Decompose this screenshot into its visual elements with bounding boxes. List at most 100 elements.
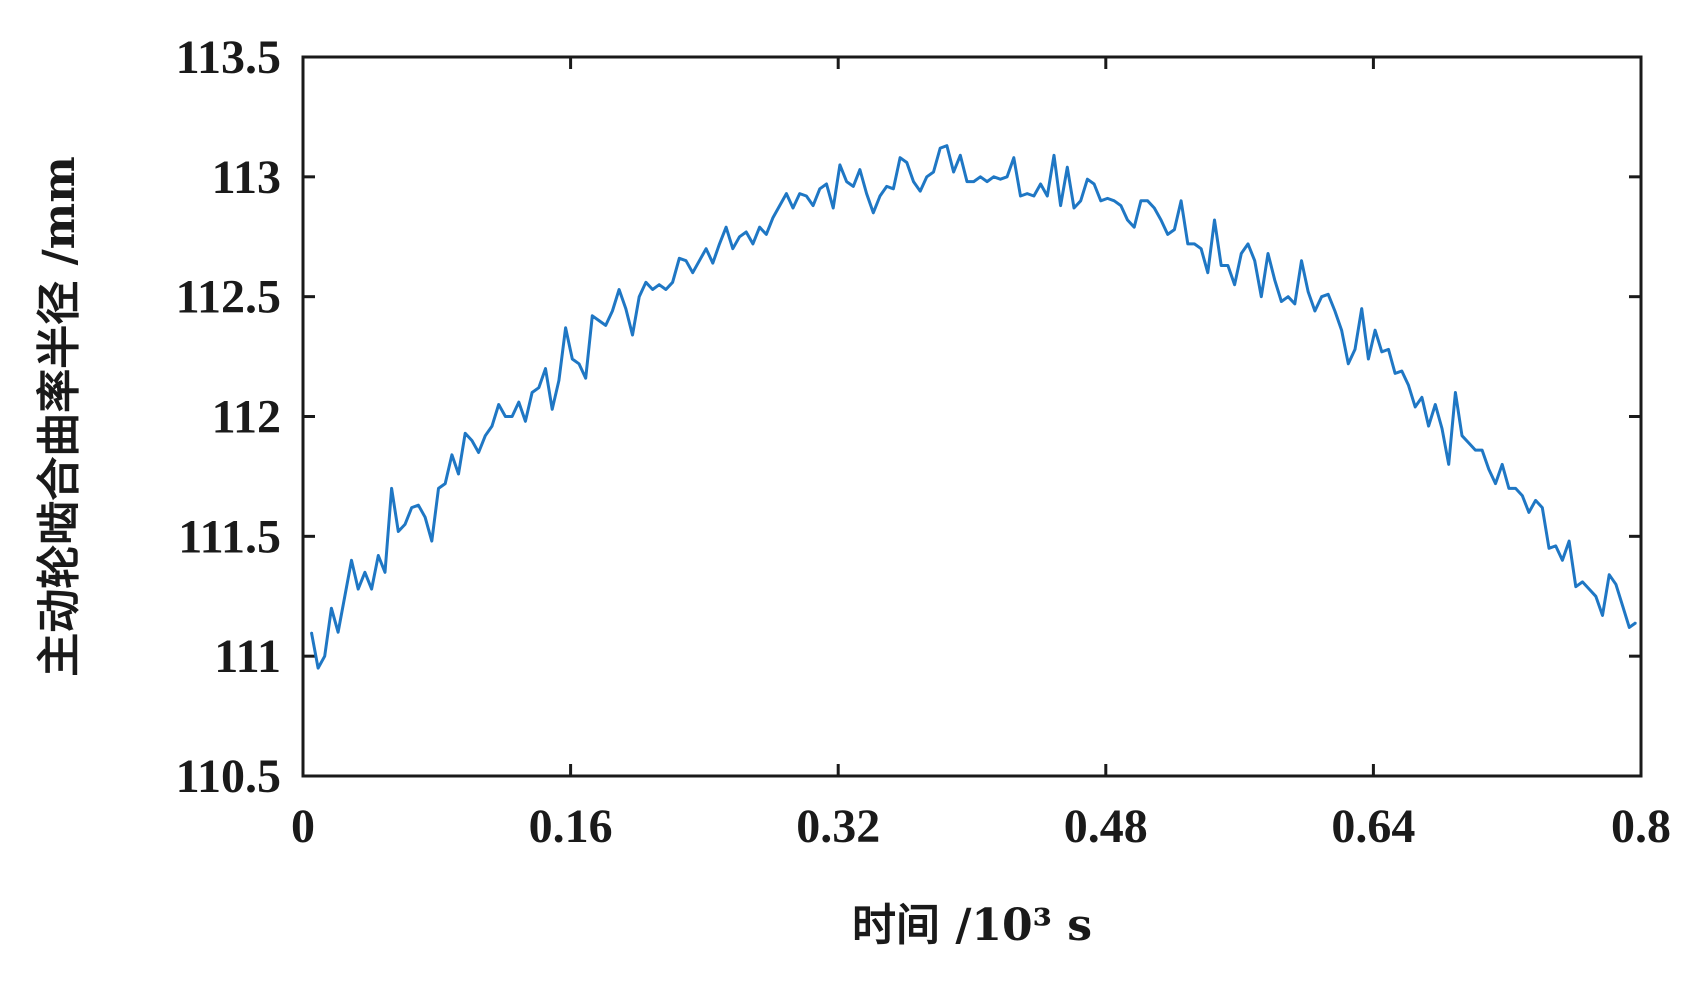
data-point — [712, 262, 714, 264]
x-tick-label: 0 — [291, 800, 315, 853]
data-point — [1046, 195, 1048, 197]
data-point — [725, 226, 727, 228]
data-point — [1274, 279, 1276, 281]
data-point — [1407, 384, 1410, 386]
data-point — [1160, 219, 1162, 221]
data-point — [631, 334, 634, 336]
data-point — [1053, 154, 1055, 156]
data-point — [638, 296, 640, 298]
data-point — [973, 181, 975, 183]
data-point — [1227, 264, 1229, 267]
data-point — [377, 554, 379, 557]
data-point — [718, 243, 721, 245]
data-point — [344, 595, 346, 597]
data-point — [350, 559, 353, 561]
data-point — [779, 205, 781, 207]
data-point — [1327, 293, 1329, 295]
data-point — [444, 483, 446, 485]
data-point — [391, 487, 393, 489]
data-point — [1026, 193, 1028, 195]
data-point — [1635, 622, 1637, 624]
data-point — [451, 454, 453, 456]
data-point — [705, 248, 707, 250]
data-point — [1535, 499, 1537, 501]
data-point — [1601, 614, 1604, 617]
data-point — [1561, 559, 1563, 561]
data-point — [1294, 303, 1296, 305]
data-point — [518, 401, 520, 403]
data-point — [1501, 463, 1503, 465]
y-tick-label: 113.5 — [176, 31, 281, 84]
data-point — [1006, 176, 1008, 178]
y-tick-label: 112.5 — [176, 271, 281, 324]
data-point — [524, 420, 527, 422]
data-point — [1267, 252, 1269, 255]
x-tick-label: 0.32 — [796, 800, 880, 853]
data-point — [1019, 195, 1022, 197]
data-point — [819, 188, 821, 190]
data-point — [1494, 483, 1497, 485]
data-point — [1167, 233, 1169, 235]
data-point — [1187, 243, 1189, 245]
data-point — [1541, 507, 1543, 509]
data-point — [310, 631, 312, 633]
data-point — [1173, 229, 1175, 231]
data-point — [411, 507, 413, 509]
data-point — [1126, 219, 1129, 221]
data-point — [551, 408, 553, 410]
data-point — [578, 363, 580, 365]
data-point — [1515, 487, 1517, 489]
data-point — [1401, 370, 1403, 372]
data-point — [1575, 586, 1577, 588]
data-point — [785, 193, 788, 195]
data-point — [1120, 205, 1122, 207]
data-point — [571, 358, 573, 360]
data-point — [1341, 329, 1343, 331]
data-point — [953, 171, 955, 173]
data-point — [424, 516, 426, 518]
x-tick-label: 0.64 — [1331, 800, 1415, 853]
data-point — [765, 233, 767, 235]
data-point — [832, 207, 834, 209]
data-point — [1260, 296, 1262, 298]
data-point — [1100, 200, 1102, 202]
data-point — [1488, 468, 1490, 470]
data-point — [979, 176, 982, 178]
data-point — [658, 284, 660, 286]
data-point — [698, 260, 701, 262]
y-axis-title: 主动轮啮合曲率半径 /mm — [34, 156, 85, 677]
data-point — [1414, 406, 1416, 408]
y-tick-label: 113 — [212, 151, 281, 204]
data-point — [1548, 547, 1550, 549]
data-point — [1387, 348, 1390, 350]
data-point — [1060, 205, 1062, 207]
data-point — [371, 588, 373, 590]
data-point — [1080, 200, 1082, 202]
data-point — [1334, 310, 1336, 312]
y-tick-label: 110.5 — [176, 750, 281, 803]
data-point — [1300, 260, 1303, 262]
data-point — [1441, 427, 1443, 430]
data-point — [652, 288, 654, 291]
data-point — [1367, 358, 1369, 360]
data-point — [1040, 183, 1042, 185]
data-point — [1588, 588, 1590, 590]
data-point — [959, 154, 961, 156]
data-point — [1347, 363, 1349, 365]
data-point — [384, 571, 386, 573]
data-point — [812, 205, 814, 207]
data-point — [919, 190, 921, 192]
data-point — [932, 171, 935, 173]
data-point — [504, 415, 506, 418]
data-point — [1147, 200, 1149, 202]
y-tick-label: 111 — [214, 630, 281, 683]
data-point — [317, 667, 319, 669]
data-point — [926, 176, 928, 178]
data-point — [1454, 391, 1456, 394]
data-point — [1374, 329, 1376, 331]
data-point — [1106, 197, 1109, 199]
data-point — [939, 147, 941, 149]
data-point — [1521, 495, 1523, 497]
